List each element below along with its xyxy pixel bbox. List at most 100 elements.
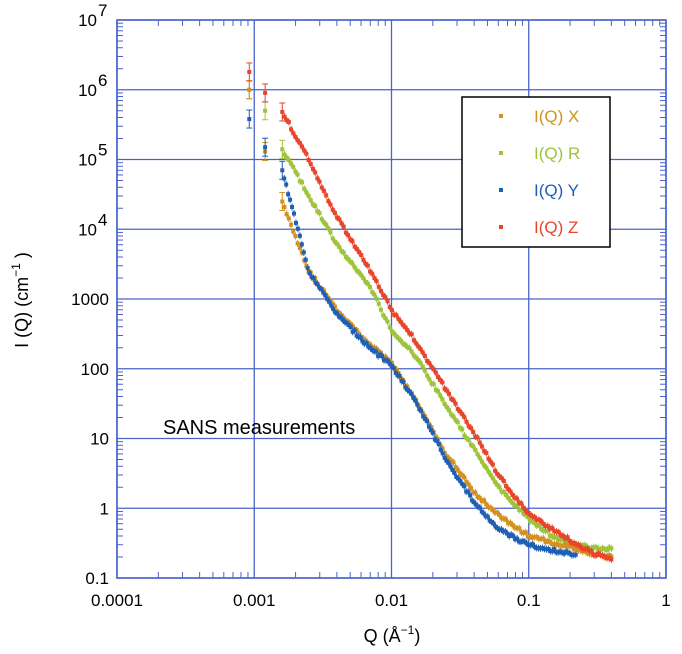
data-point (456, 476, 461, 481)
data-point (578, 548, 583, 553)
data-point (444, 454, 449, 459)
data-point (493, 510, 498, 515)
data-point (561, 533, 566, 538)
y-tick-label: 1 (100, 499, 109, 518)
data-point (379, 307, 384, 312)
data-point (440, 397, 445, 402)
data-point (519, 530, 524, 535)
data-point (370, 271, 375, 276)
data-point (317, 211, 322, 216)
data-point (295, 226, 300, 231)
data-point (321, 188, 326, 193)
data-point (306, 193, 311, 198)
data-point (365, 281, 370, 286)
data-point (311, 275, 316, 280)
data-point (291, 164, 296, 169)
data-point (416, 344, 421, 349)
data-point (339, 221, 344, 226)
data-point (280, 199, 285, 204)
data-point (374, 279, 379, 284)
data-point (499, 516, 504, 521)
data-point (247, 117, 252, 122)
data-point (429, 364, 434, 369)
data-point (327, 299, 332, 304)
data-point (360, 339, 365, 344)
data-point (302, 186, 307, 191)
data-point (337, 245, 342, 250)
data-point (383, 354, 388, 359)
data-point (495, 510, 500, 515)
data-point (484, 450, 489, 455)
data-point (438, 447, 443, 452)
data-point (433, 387, 438, 392)
data-point (563, 536, 568, 541)
data-point (300, 180, 305, 185)
data-point (591, 553, 596, 558)
data-point (547, 526, 552, 531)
data-point (332, 210, 337, 215)
data-point (363, 338, 368, 343)
data-point (297, 245, 302, 250)
y-axis-label-main: I (Q) (cm (12, 277, 32, 348)
data-point (528, 534, 533, 539)
data-point (291, 229, 296, 234)
data-point (504, 517, 509, 522)
data-point (288, 197, 293, 202)
data-point (289, 161, 294, 166)
data-point (587, 548, 592, 553)
data-point (508, 498, 513, 503)
data-point (403, 385, 408, 390)
data-point (495, 472, 500, 477)
data-point (289, 222, 294, 227)
data-point (576, 542, 581, 547)
x-tick-label: 0.1 (517, 591, 541, 610)
data-point (596, 546, 601, 551)
data-point (554, 534, 559, 539)
data-point (421, 414, 426, 419)
data-point (501, 479, 506, 484)
data-point (427, 424, 432, 429)
x-tick-label: 0.0001 (91, 591, 143, 610)
data-point (247, 87, 252, 92)
data-point (315, 209, 320, 214)
data-point (453, 401, 458, 406)
data-point (541, 528, 546, 533)
data-point (528, 512, 533, 517)
data-point (471, 430, 476, 435)
data-point (448, 464, 453, 469)
data-point (534, 517, 539, 522)
data-point (389, 329, 394, 334)
data-point (368, 345, 373, 350)
data-point (602, 547, 607, 552)
data-point (335, 215, 340, 220)
data-point (348, 237, 353, 242)
data-point (438, 393, 443, 398)
data-point (600, 553, 605, 558)
data-point (473, 447, 478, 452)
data-point (280, 147, 285, 152)
data-point (346, 233, 351, 238)
data-point (284, 182, 289, 187)
data-point (331, 307, 336, 312)
data-point (430, 430, 435, 435)
data-point (545, 538, 550, 543)
data-point (324, 222, 329, 227)
data-point (479, 459, 484, 464)
data-point (282, 205, 287, 210)
data-point (517, 526, 522, 531)
data-point (396, 336, 401, 341)
data-point (550, 542, 555, 547)
data-point (348, 325, 353, 330)
legend-marker (499, 188, 503, 192)
data-point (539, 536, 544, 541)
data-point (604, 556, 609, 561)
data-point (517, 508, 522, 513)
data-point (321, 288, 326, 293)
data-point (319, 287, 324, 292)
data-point (508, 520, 513, 525)
data-point (510, 501, 515, 506)
data-point (471, 490, 476, 495)
data-point (308, 162, 313, 167)
data-point (380, 354, 385, 359)
data-point (585, 546, 590, 551)
